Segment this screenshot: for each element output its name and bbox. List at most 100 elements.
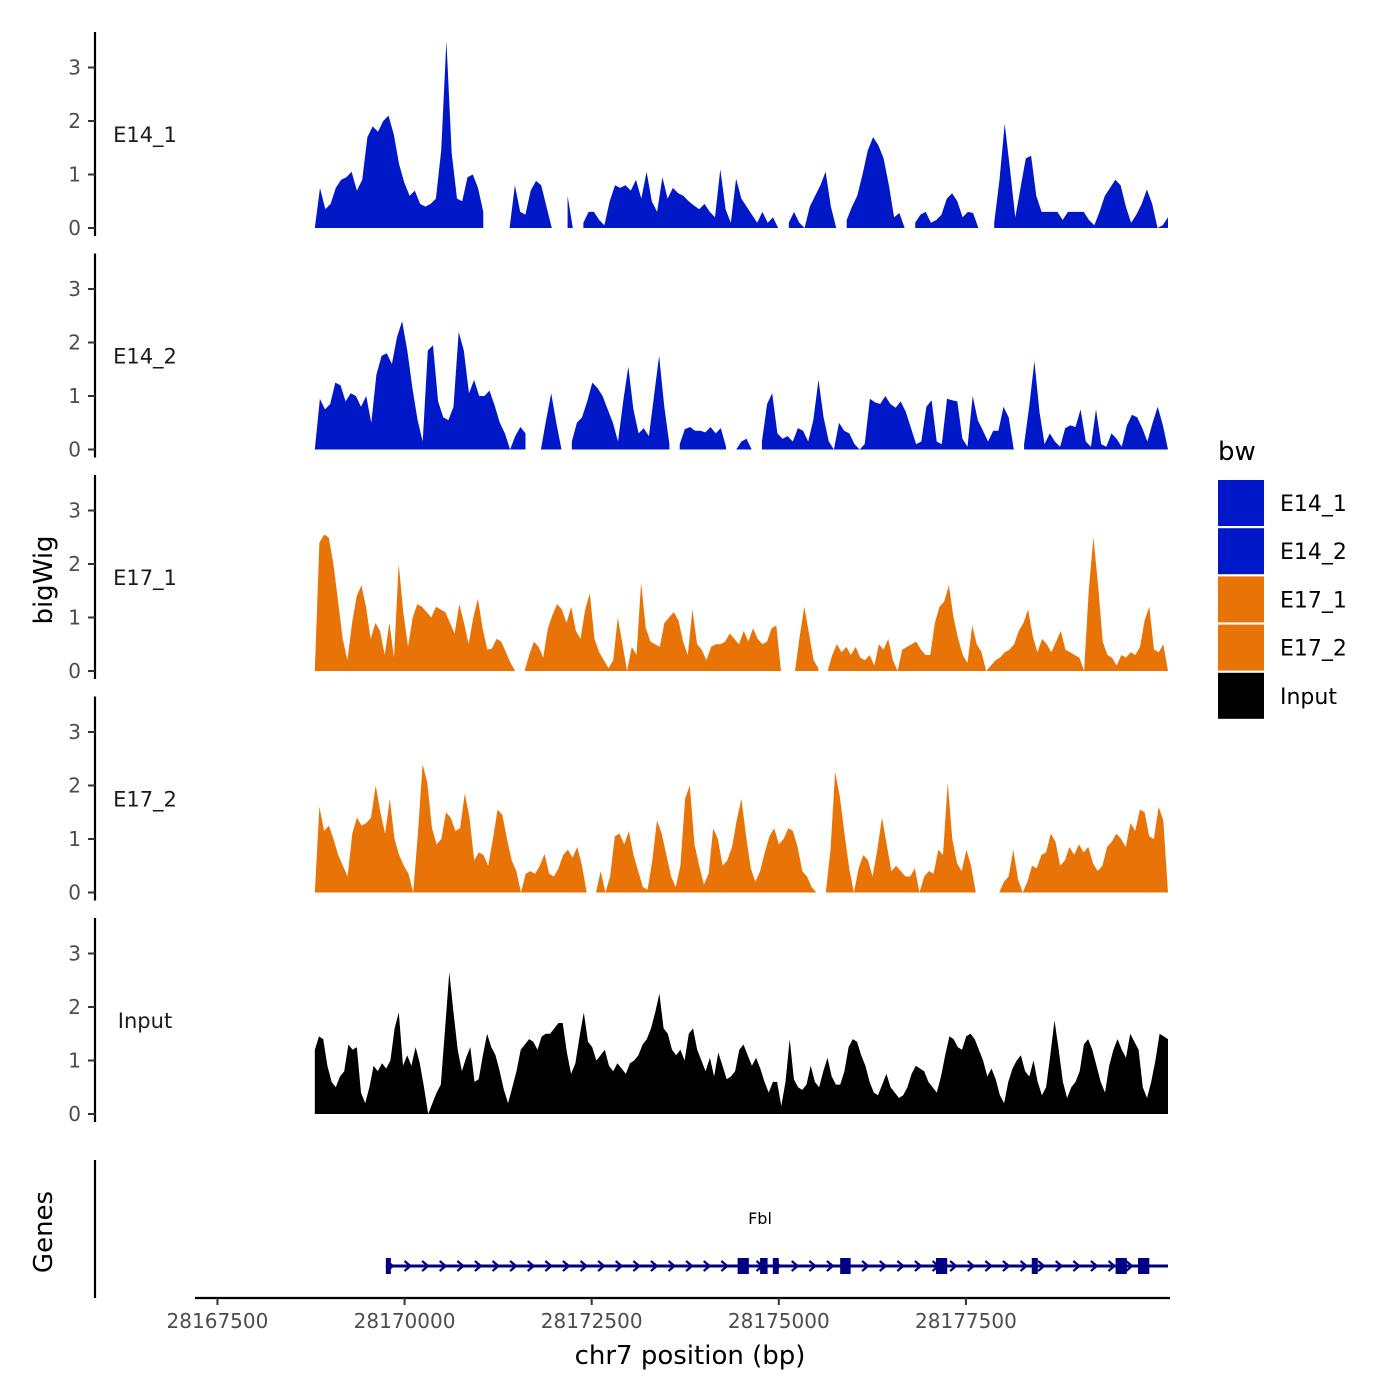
y-tick-label: 1 xyxy=(68,827,81,851)
strand-arrow xyxy=(808,1260,818,1272)
y-tick-label: 0 xyxy=(68,216,81,240)
legend-label: E14_1 xyxy=(1280,492,1347,517)
track-E17_1: 0 1 2 3 E17_1 xyxy=(68,475,1168,683)
signal-area-E14_1 xyxy=(583,169,779,228)
gene-panel-title: Genes xyxy=(29,1191,59,1273)
strand-arrow xyxy=(579,1260,589,1272)
legend-key-E17_2 xyxy=(1218,624,1264,671)
exon xyxy=(737,1258,749,1274)
track-label: E14_1 xyxy=(113,123,177,148)
strand-arrow xyxy=(1107,1260,1117,1272)
gene-panel: Fbl xyxy=(93,1160,1168,1298)
signal-area-E17_1 xyxy=(827,537,1168,671)
legend-key-E17_1 xyxy=(1218,576,1264,623)
signal-area-E14_1 xyxy=(314,40,484,228)
signal-area-E14_1 xyxy=(567,195,573,228)
y-tick-label: 2 xyxy=(68,331,81,355)
strand-arrow xyxy=(1072,1260,1082,1272)
signal-area-E17_2 xyxy=(825,772,976,893)
exon xyxy=(1115,1258,1127,1274)
y-tick-label: 1 xyxy=(68,606,81,630)
strand-arrow xyxy=(949,1260,958,1272)
y-tick-label: 1 xyxy=(68,163,81,187)
signal-area-E17_2 xyxy=(314,764,587,893)
bigwig-tracks: 0 1 2 3 E14_1 0 1 2 3 E14_2 0 1 2 3 E17_1 0 1 2 3 E17_2 0 1 2 3… xyxy=(68,32,1168,1126)
legend-key-E14_1 xyxy=(1218,480,1264,526)
strand-arrow xyxy=(456,1260,466,1272)
signal-area-E14_1 xyxy=(994,123,1168,228)
strand-arrow xyxy=(685,1260,694,1272)
exon xyxy=(840,1258,851,1274)
track-label: Input xyxy=(118,1009,172,1033)
track-E14_2: 0 1 2 3 E14_2 xyxy=(68,253,1168,462)
strand-arrow xyxy=(702,1260,712,1272)
signal-area-E14_2 xyxy=(679,427,726,450)
strand-arrow xyxy=(562,1260,571,1272)
signal-area-E14_1 xyxy=(846,137,905,228)
y-tick-label: 2 xyxy=(68,552,81,576)
x-tick-label: 28177500 xyxy=(915,1309,1017,1333)
track-E14_1: 0 1 2 3 E14_1 xyxy=(68,32,1168,240)
strand-arrow xyxy=(403,1260,413,1272)
x-axis-title: chr7 position (bp) xyxy=(575,1341,806,1371)
legend-label: E17_2 xyxy=(1280,637,1347,662)
legend-label: E14_2 xyxy=(1280,540,1347,565)
signal-area-E14_2 xyxy=(1024,361,1168,450)
y-tick-label: 2 xyxy=(68,995,81,1019)
x-axis: 28167500 28170000 28172500 28175000 28177500 xyxy=(167,1296,1170,1333)
x-tick-label: 28167500 xyxy=(167,1309,269,1333)
y-tick-label: 3 xyxy=(68,277,81,301)
signal-area-E17_1 xyxy=(524,582,781,671)
signal-area-E14_2 xyxy=(761,379,1014,450)
strand-arrow xyxy=(632,1260,642,1272)
y-tick-label: 3 xyxy=(68,499,81,523)
strand-arrow xyxy=(438,1260,448,1272)
track-Input: 0 1 2 3 Input xyxy=(68,918,1168,1126)
strand-arrow xyxy=(509,1260,518,1272)
y-tick-label: 3 xyxy=(68,942,81,966)
strand-arrow xyxy=(1019,1260,1029,1272)
signal-area-E14_2 xyxy=(571,355,670,450)
strand-arrow xyxy=(984,1260,994,1272)
strand-arrow xyxy=(878,1260,888,1272)
strand-arrow xyxy=(790,1260,800,1272)
strand-arrow xyxy=(914,1260,923,1272)
strand-arrow xyxy=(1002,1260,1011,1272)
signal-area-E17_1 xyxy=(314,534,516,671)
y-tick-label: 1 xyxy=(68,384,81,408)
track-label: E17_2 xyxy=(113,788,177,813)
legend-key-Input xyxy=(1218,672,1264,719)
strand-arrow xyxy=(421,1260,430,1272)
exon xyxy=(935,1258,948,1274)
y-tick-label: 2 xyxy=(68,109,81,133)
gene-label: Fbl xyxy=(748,1209,772,1228)
track-label: E17_1 xyxy=(113,566,177,591)
legend-label: Input xyxy=(1280,685,1337,710)
strand-arrow xyxy=(1090,1260,1099,1272)
signal-area-E17_2 xyxy=(999,806,1168,893)
y-tick-label: 0 xyxy=(68,438,81,462)
strand-arrow xyxy=(667,1260,677,1272)
y-tick-label: 0 xyxy=(68,659,81,683)
strand-arrow xyxy=(966,1260,976,1272)
legend-label: E17_1 xyxy=(1280,588,1347,613)
signal-area-E14_1 xyxy=(788,171,837,228)
strand-arrow xyxy=(474,1260,483,1272)
signal-area-E14_1 xyxy=(509,180,552,228)
strand-arrow xyxy=(597,1260,606,1272)
signal-area-E14_1 xyxy=(915,193,979,228)
legend: bw E14_1 E14_2 E17_1 E17_2 Input xyxy=(1218,437,1347,719)
x-tick-label: 28172500 xyxy=(541,1309,643,1333)
strand-arrow xyxy=(544,1260,554,1272)
strand-arrow xyxy=(826,1260,835,1272)
signal-area-E14_2 xyxy=(540,393,562,450)
y-tick-label: 2 xyxy=(68,774,81,798)
exon xyxy=(385,1258,391,1274)
strand-arrow xyxy=(614,1260,624,1272)
strand-arrow xyxy=(896,1260,906,1272)
exon xyxy=(1138,1258,1150,1274)
legend-title: bw xyxy=(1218,437,1256,467)
exon xyxy=(772,1258,779,1274)
y-axis-title: bigWig xyxy=(29,535,59,624)
y-tick-label: 3 xyxy=(68,56,81,80)
